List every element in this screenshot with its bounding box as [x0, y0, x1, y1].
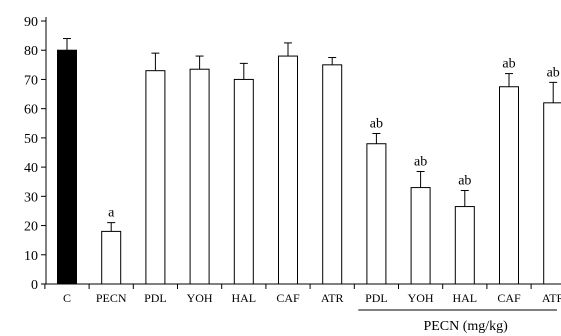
y-tick-label: 40: [24, 161, 38, 176]
labels: Ca PECN PDL YOH HAL CAF ATR ab PDL ab YOH ab HAL ab CA…: [63, 57, 561, 334]
x-tick-label: PDL: [144, 291, 167, 305]
y-tick-label: 60: [24, 103, 38, 118]
significance-label: ab: [370, 117, 383, 132]
significance-label: a: [108, 206, 115, 221]
significance-label: ab: [502, 57, 515, 72]
x-tick-label: PDL: [365, 291, 388, 305]
x-tick-label: CAF: [276, 291, 300, 305]
bar: [410, 187, 431, 285]
axes: 0 10 20 30 40 50 60 70 80 90: [24, 15, 557, 293]
bar: [543, 102, 561, 285]
bar: [499, 86, 519, 285]
y-tick-label: 30: [24, 190, 38, 205]
x-tick-label: ATR: [542, 291, 561, 305]
bar: [57, 49, 77, 285]
bar: [233, 78, 254, 285]
x-tick-label: YOH: [408, 291, 434, 305]
x-tick-label: C: [63, 291, 71, 305]
y-tick-label: 10: [24, 249, 38, 264]
bar: [101, 230, 122, 285]
group-label: PECN (mg/kg): [423, 319, 508, 334]
y-tick-label: 0: [31, 278, 38, 293]
x-tick-label: HAL: [231, 291, 256, 305]
y-tick-label: 80: [24, 44, 38, 59]
y-tick-label: 90: [24, 15, 38, 30]
bar: [454, 206, 475, 285]
y-tick-label: 50: [24, 132, 38, 147]
x-tick-label: CAF: [497, 291, 521, 305]
x-tick-label: ATR: [321, 291, 344, 305]
bar: [278, 55, 298, 285]
y-tick-label: 70: [24, 73, 38, 88]
bar: [322, 64, 343, 285]
bars: [57, 38, 561, 285]
x-tick-label: PECN: [96, 291, 127, 305]
bar: [145, 70, 166, 285]
x-tick-label: HAL: [452, 291, 477, 305]
bar: [366, 143, 387, 285]
y-tick-label: 20: [24, 220, 38, 235]
significance-label: ab: [414, 154, 427, 169]
significance-label: ab: [547, 65, 560, 80]
x-tick-label: YOH: [187, 291, 213, 305]
bar: [189, 68, 210, 285]
significance-label: ab: [458, 173, 471, 188]
